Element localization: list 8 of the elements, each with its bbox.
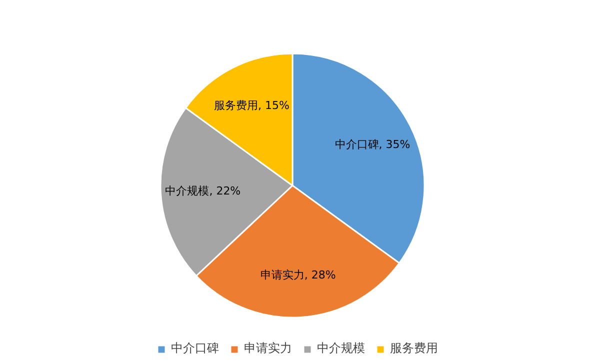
data-label: 中介规模, 22% xyxy=(165,184,241,198)
legend-label: 中介规模 xyxy=(317,340,365,357)
data-label: 服务费用, 15% xyxy=(214,99,290,112)
legend-label: 服务费用 xyxy=(390,340,438,357)
data-label: 申请实力, 28% xyxy=(260,268,336,282)
data-label: 中介口碑, 35% xyxy=(334,138,410,152)
legend-label: 申请实力 xyxy=(244,340,292,357)
legend-label: 中介口碑 xyxy=(171,340,219,357)
